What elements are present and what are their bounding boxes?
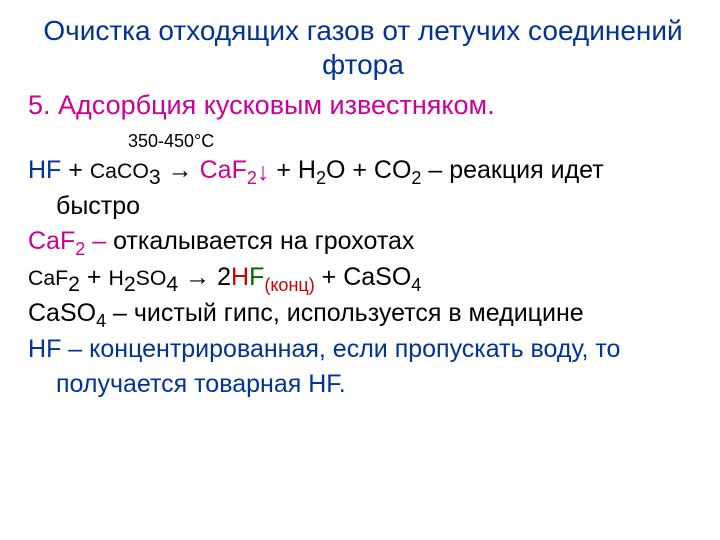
hf-part1: – концентрированная, если пропускать вод… [61, 335, 620, 363]
eq1-co2-2: 2 [411, 168, 421, 188]
section-subtitle: 5. Адсорбция кусковым известняком. [28, 91, 698, 121]
eq1-h2o-h: H [298, 156, 316, 184]
hf-dot: . [339, 370, 346, 398]
eq2-plus1: + [80, 263, 109, 291]
eq2-h2so4-4: 4 [166, 272, 178, 296]
hf-note-cont: получается товарная HF. [28, 368, 698, 402]
eq1-hf: HF [28, 156, 61, 184]
hf-part2-h: H [308, 370, 326, 398]
caso4-so: SO [60, 299, 96, 327]
eq2-h2so4-so: SO [136, 266, 167, 290]
eq1-caco3-co: CO [117, 159, 149, 183]
eq2-caf2-2: 2 [68, 272, 80, 296]
caf2-ca: Ca [28, 227, 60, 255]
eq2-h2so4-2a: 2 [124, 272, 136, 296]
caf2-rest: откалывается на грохотах [113, 227, 414, 255]
equation-1-cont: быстро [28, 190, 698, 224]
slide: Очистка отходящих газов от летучих соеди… [0, 0, 720, 540]
temperature-label: 350-450°С [128, 131, 698, 152]
eq1-co2-co: CO [374, 156, 412, 184]
eq1-h2o-o: O [326, 156, 345, 184]
eq2-arrow: → [178, 263, 217, 291]
down-arrow-icon: ↓ [257, 156, 270, 190]
equation-1: HF + CaCO3 → CaF2↓ + H2O + CO2 – реакция… [28, 154, 698, 188]
eq2-caso4-ca: Ca [343, 263, 375, 291]
caf2-f: F [60, 227, 75, 255]
hf-part2a: получается товарная [56, 370, 308, 398]
eq1-caf2-2: 2 [247, 168, 257, 188]
hf-part2-f: F [326, 370, 339, 398]
eq1-h2o-2: 2 [316, 168, 326, 188]
eq1-caf2-f: F [232, 156, 247, 184]
eq2-hf-h: H [231, 263, 249, 291]
eq1-plus3: + [345, 156, 374, 184]
eq2-hf-f: F [249, 263, 264, 291]
hf-f: F [46, 335, 61, 363]
eq2-plus2: + [315, 263, 344, 291]
eq2-two: 2 [217, 263, 231, 291]
eq2-caf2-ca: Ca [28, 266, 55, 290]
eq2-caso4-4: 4 [411, 275, 421, 295]
eq2-caso4-so: SO [375, 263, 411, 291]
hf-h: H [28, 335, 46, 363]
slide-title: Очистка отходящих газов от летучих соеди… [28, 14, 698, 81]
eq2-konc: (конц) [264, 275, 314, 295]
eq2-caf2-f: F [55, 266, 68, 290]
hf-note: HF – концентрированная, если пропускать … [28, 333, 698, 367]
eq1-caco3-3: 3 [149, 165, 161, 189]
eq1-plus1: + [61, 156, 90, 184]
caso4-ca: Ca [28, 299, 60, 327]
eq2-h2so4-h: H [108, 266, 123, 290]
caso4-note: CaSO4 – чистый гипс, используется в меди… [28, 297, 698, 331]
eq1-tail: – реакция идет [421, 156, 603, 184]
eq1-arrow: → [161, 156, 200, 184]
eq1-plus2: + [269, 156, 298, 184]
caso4-rest: – чистый гипс, используется в медицине [106, 299, 584, 327]
caso4-4: 4 [96, 311, 106, 331]
equation-2: CaF2 + H2SO4 → 2HF(конц) + CaSO4 [28, 261, 698, 295]
eq1-caf2-ca: Ca [200, 156, 232, 184]
caf2-note: CaF2 – откалывается на грохотах [28, 225, 698, 259]
eq1-caco3-ca: Ca [90, 159, 117, 183]
caf2-dash: – [85, 227, 113, 255]
caf2-2: 2 [75, 239, 85, 259]
